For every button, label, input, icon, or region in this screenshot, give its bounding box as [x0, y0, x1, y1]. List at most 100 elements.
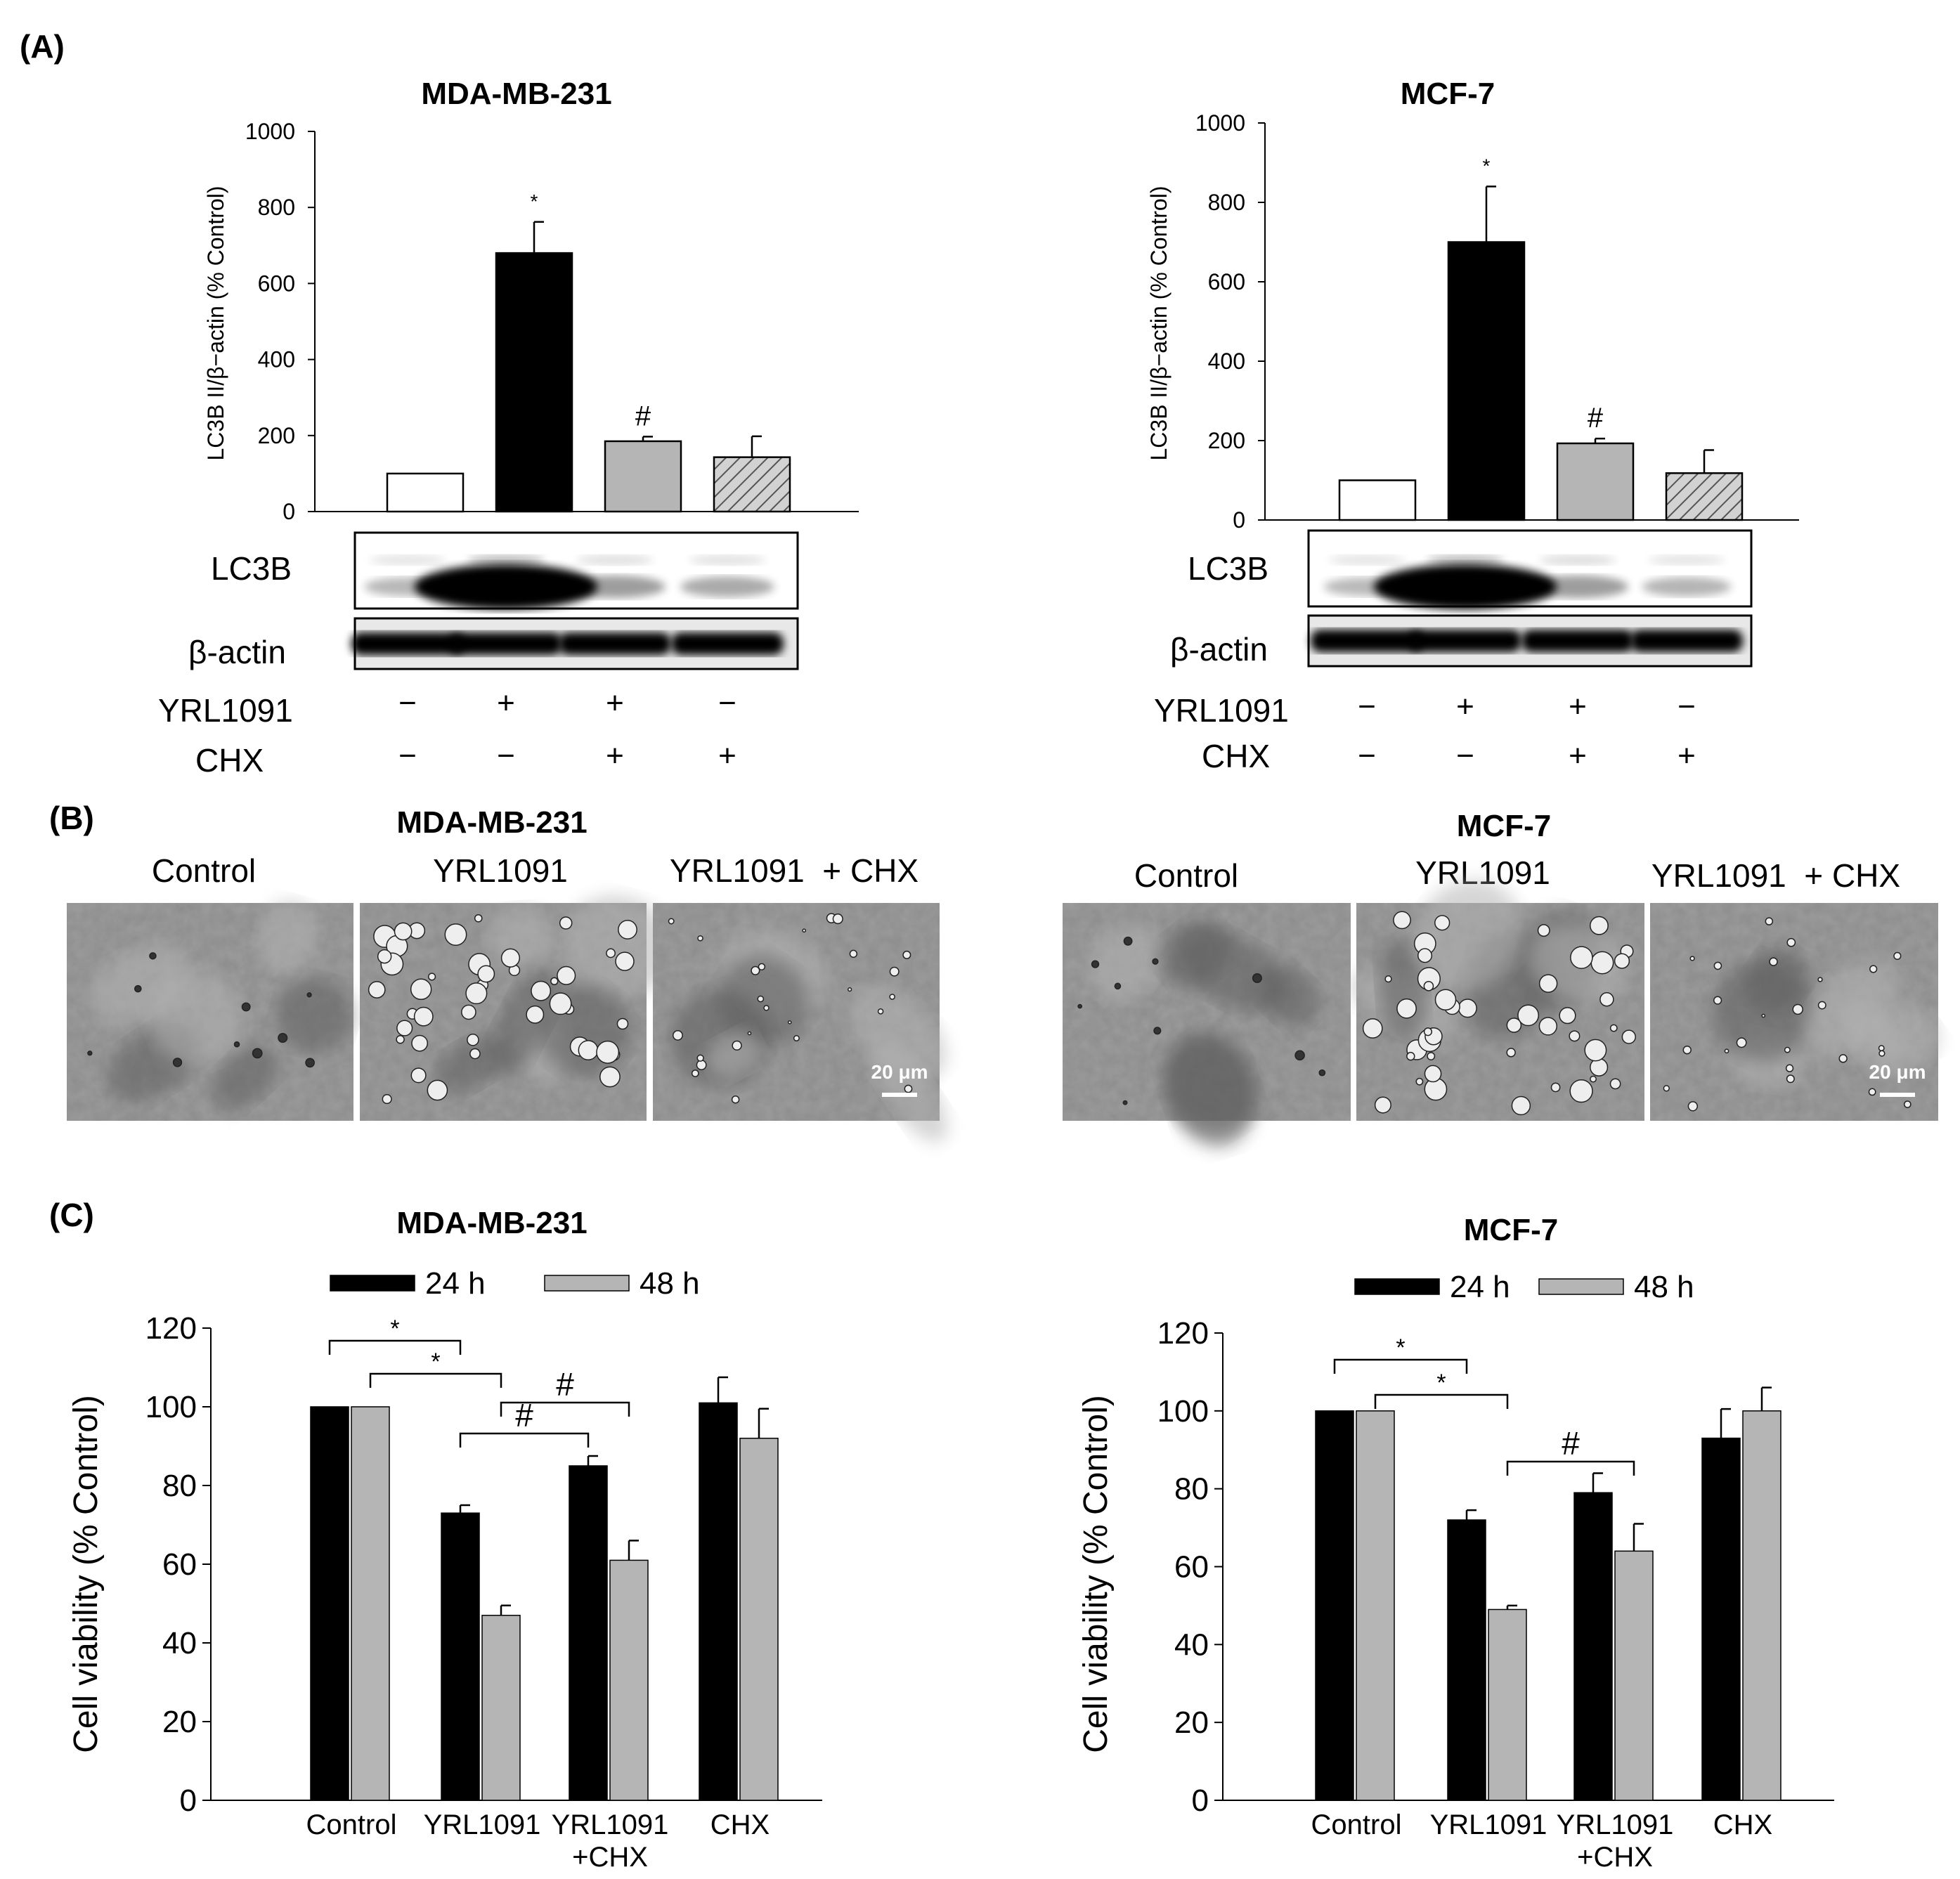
panel-label-c: (C)	[49, 1197, 94, 1233]
vacuole	[1374, 1096, 1391, 1114]
vacuole	[1584, 1039, 1607, 1062]
significance-label: *	[1483, 155, 1491, 176]
y-tick-label: 1000	[245, 119, 295, 144]
vacuole	[1817, 1001, 1826, 1010]
significance-label: #	[556, 1366, 574, 1403]
vacuole	[1424, 1065, 1442, 1083]
vacuole	[1869, 965, 1878, 973]
vacuole	[802, 928, 807, 933]
significance-label: *	[1396, 1334, 1405, 1361]
vacuole	[1153, 1027, 1162, 1035]
vacuole	[1687, 1101, 1699, 1112]
legend-label: 24 h	[425, 1266, 486, 1301]
vacuole	[578, 1040, 599, 1061]
treatment-sign: +	[606, 686, 624, 720]
cell-body	[1378, 938, 1427, 1041]
vacuole	[1590, 1058, 1609, 1077]
vacuole	[382, 1094, 392, 1105]
lc3b-band	[1526, 575, 1629, 599]
scale-bar	[882, 1093, 917, 1097]
vacuole	[477, 965, 495, 983]
significance-bracket	[1374, 1393, 1509, 1409]
vacuole	[763, 1005, 770, 1011]
x-tick-label: CHX	[1713, 1809, 1772, 1840]
vacuole	[1415, 1077, 1424, 1086]
vacuole	[1569, 1030, 1581, 1042]
scale-bar-label: 20 μm	[1869, 1061, 1926, 1083]
chart-a-mda-mb-231: MDA-MB-231 LC3B II/β−actin (% Control) 0…	[203, 77, 859, 524]
y-tick-label: 80	[1174, 1472, 1209, 1507]
significance-bracket	[369, 1372, 502, 1388]
vacuole	[889, 966, 900, 977]
vacuole	[696, 1060, 707, 1071]
scale-bar-label: 20 μm	[871, 1061, 928, 1083]
legend-label: 48 h	[640, 1266, 700, 1301]
vacuole	[1817, 977, 1823, 982]
bar	[609, 1559, 649, 1801]
vacuole	[616, 1017, 629, 1030]
cell-body	[1160, 919, 1231, 987]
vacuole	[1838, 1054, 1848, 1063]
western-blot-mcf-7: LC3B β-actin YRL1091 CHX − + + − − − + +	[1154, 529, 1753, 774]
vacuole	[427, 973, 436, 981]
cell-body	[434, 1036, 506, 1093]
vacuole	[696, 1054, 704, 1062]
vacuole	[1786, 937, 1796, 947]
bar	[1614, 1550, 1654, 1801]
bar	[1665, 472, 1744, 521]
cell-body	[257, 900, 319, 974]
y-tick-label: 80	[162, 1469, 197, 1503]
beta-actin-band	[1630, 630, 1743, 652]
lc3b-i-band	[689, 555, 766, 565]
treatment-label-chx: CHX	[195, 742, 264, 779]
significance-bracket	[459, 1432, 590, 1448]
legend-swatch	[330, 1275, 415, 1292]
vacuole	[1294, 1050, 1305, 1061]
vacuole	[1590, 916, 1609, 935]
chart-a-mcf-7: MCF-7 LC3B II/β−actin (% Control) 0 200 40…	[1146, 77, 1799, 533]
vacuole	[1318, 1069, 1326, 1077]
y-tick-label: 800	[1208, 190, 1245, 215]
lc3b-i-band	[576, 555, 654, 565]
vacuole	[1091, 960, 1100, 968]
vacuole	[1537, 924, 1550, 937]
x-tick-label: YRL1091	[1430, 1809, 1547, 1840]
y-tick-label: 0	[283, 499, 295, 524]
beta-actin-band	[1409, 630, 1521, 652]
y-axis-label: LC3B II/β−actin (% Control)	[203, 186, 228, 461]
bar	[1338, 479, 1417, 521]
panel-label-b: (B)	[49, 800, 94, 836]
vacuole	[1427, 1052, 1436, 1060]
chart-title: MCF-7	[1401, 77, 1495, 111]
significance-label: #	[1562, 1425, 1580, 1462]
bar	[713, 456, 791, 513]
cell-body	[1746, 947, 1808, 1013]
error-bar	[1485, 186, 1496, 242]
vacuole	[1511, 1095, 1531, 1116]
vacuole	[902, 950, 911, 959]
x-tick-label: YRL1091	[1557, 1809, 1674, 1840]
treatment-sign: +	[606, 739, 624, 773]
bar	[386, 472, 465, 513]
vacuole	[1152, 958, 1159, 965]
beta-actin-band	[1311, 630, 1423, 652]
error-bar	[628, 1540, 639, 1561]
bar	[1356, 1410, 1395, 1801]
y-tick-label: 600	[258, 271, 295, 296]
bar	[1315, 1410, 1354, 1801]
vacuole	[1538, 1017, 1558, 1036]
vacuole	[461, 1004, 476, 1020]
vacuole	[1599, 992, 1614, 1007]
western-blot-mda-mb-231: LC3B β-actin YRL1091 CHX − + + − − − + +	[158, 531, 799, 779]
lc3b-i-band	[369, 555, 446, 565]
x-tick-label: YRL1091	[552, 1809, 669, 1840]
vacuole	[1417, 948, 1433, 963]
bar	[739, 1438, 779, 1801]
vacuole	[1682, 1046, 1692, 1055]
treatment-sign: +	[1569, 739, 1587, 773]
significance-bracket	[328, 1339, 462, 1355]
vacuole	[1713, 996, 1722, 1005]
lc3b-band	[680, 576, 774, 597]
micrograph-label-control: Control	[152, 852, 256, 889]
cell-body	[1164, 1036, 1256, 1135]
